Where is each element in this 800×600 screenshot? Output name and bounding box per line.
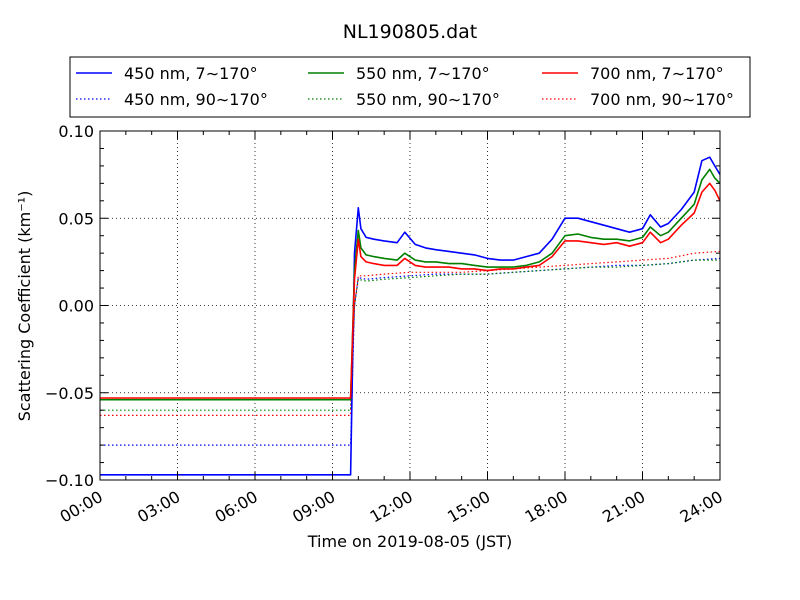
y-axis-label: Scattering Coefficient (km⁻¹) bbox=[15, 191, 34, 422]
chart-title: NL190805.dat bbox=[343, 21, 478, 43]
series-layer bbox=[100, 156, 721, 476]
y-tick-label: 0.00 bbox=[58, 297, 94, 316]
series-line bbox=[100, 168, 721, 401]
x-axis-label: Time on 2019-08-05 (JST) bbox=[307, 532, 512, 551]
y-tick-label: 0.10 bbox=[58, 122, 94, 141]
y-tick-label: −0.10 bbox=[45, 471, 94, 490]
legend-label: 550 nm, 7∼170° bbox=[356, 64, 490, 83]
legend-label: 450 nm, 90∼170° bbox=[124, 90, 268, 109]
legend: 450 nm, 7∼170° 450 nm, 90∼170° 550 nm, 7∼1… bbox=[69, 56, 751, 118]
series-line bbox=[100, 182, 721, 399]
legend-label: 550 nm, 90∼170° bbox=[356, 90, 500, 109]
y-tick-label: 0.05 bbox=[58, 209, 94, 228]
legend-label: 700 nm, 7∼170° bbox=[590, 64, 724, 83]
legend-label: 700 nm, 90∼170° bbox=[590, 90, 734, 109]
legend-box bbox=[69, 56, 751, 118]
y-tick-label: −0.05 bbox=[45, 384, 94, 403]
series-line bbox=[100, 156, 721, 476]
legend-label: 450 nm, 7∼170° bbox=[124, 64, 258, 83]
